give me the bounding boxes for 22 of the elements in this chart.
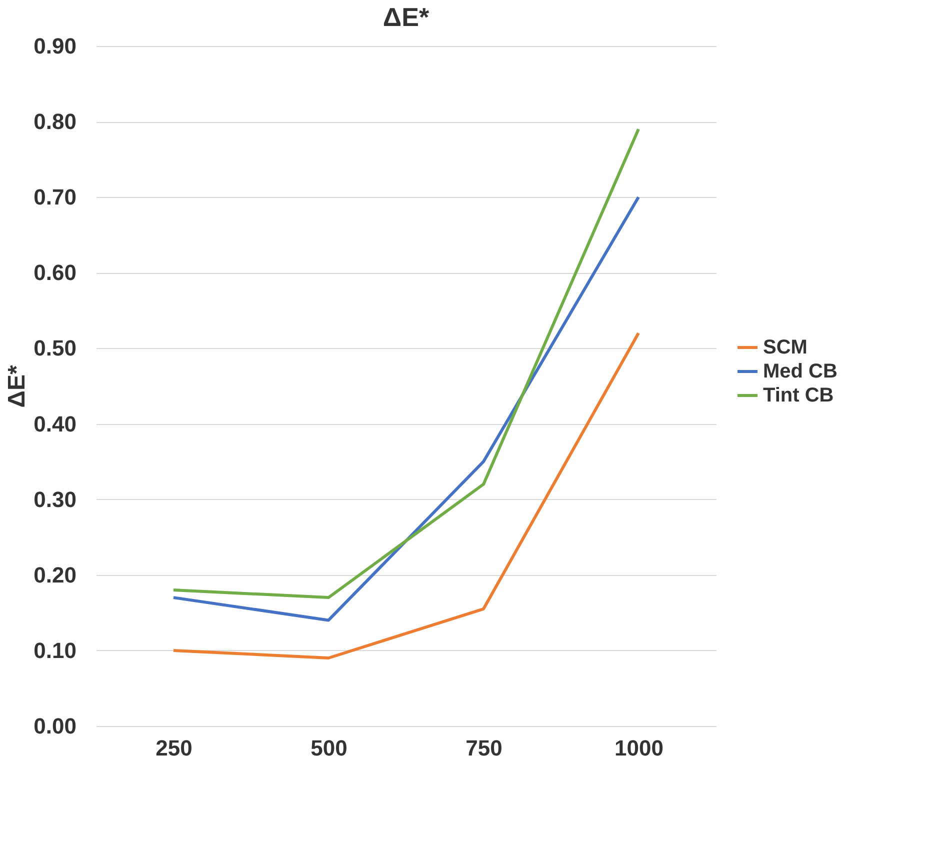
line-series	[172, 128, 640, 600]
y-tick-label: 0.50	[34, 336, 76, 361]
legend-label: SCM	[763, 336, 808, 358]
y-tick-label: 0.70	[34, 184, 76, 210]
x-tick-label: 250	[156, 736, 192, 760]
y-tick-label: 0.40	[34, 411, 76, 436]
line-series	[172, 332, 640, 660]
y-axis-title: ΔE*	[4, 364, 31, 408]
y-tick-label: 0.00	[34, 714, 76, 738]
x-tick-label: 500	[310, 736, 348, 760]
y-tick-label: 0.80	[34, 109, 76, 134]
y-tick-label: 0.20	[34, 562, 76, 588]
legend-label: Med CB	[763, 360, 838, 382]
y-tick-label: 0.30	[34, 486, 76, 512]
y-tick-label: 0.60	[34, 260, 76, 286]
y-tick-label: 0.90	[34, 34, 76, 58]
x-tick-label: 1000	[614, 736, 664, 760]
chart-title: ΔE*	[382, 2, 430, 32]
x-tick-label: 750	[466, 736, 502, 760]
legend-label: Tint CB	[763, 384, 834, 406]
line-series	[172, 196, 640, 622]
y-tick-label: 0.10	[34, 638, 76, 663]
